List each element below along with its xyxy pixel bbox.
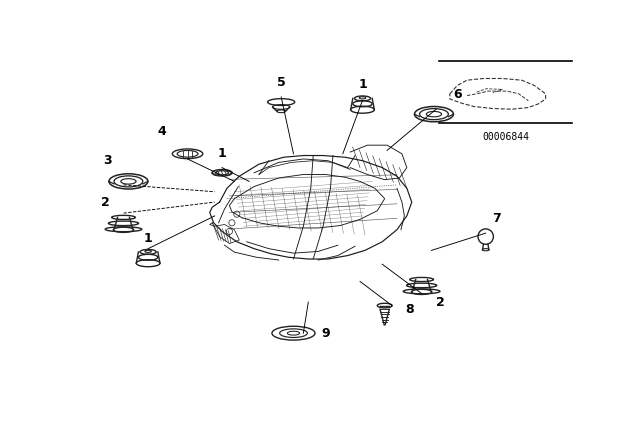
Text: 1: 1 — [358, 78, 367, 91]
Text: 2: 2 — [101, 196, 109, 209]
Text: 1: 1 — [218, 147, 227, 160]
Text: 6: 6 — [453, 88, 462, 101]
Text: 9: 9 — [321, 327, 330, 340]
Text: 3: 3 — [103, 154, 111, 167]
Text: 5: 5 — [277, 76, 285, 89]
Text: 4: 4 — [157, 125, 166, 138]
Text: 1: 1 — [144, 232, 152, 245]
Text: 2: 2 — [436, 296, 445, 309]
Text: 8: 8 — [405, 303, 413, 316]
Text: 7: 7 — [492, 212, 501, 225]
Text: 00006844: 00006844 — [482, 132, 529, 142]
